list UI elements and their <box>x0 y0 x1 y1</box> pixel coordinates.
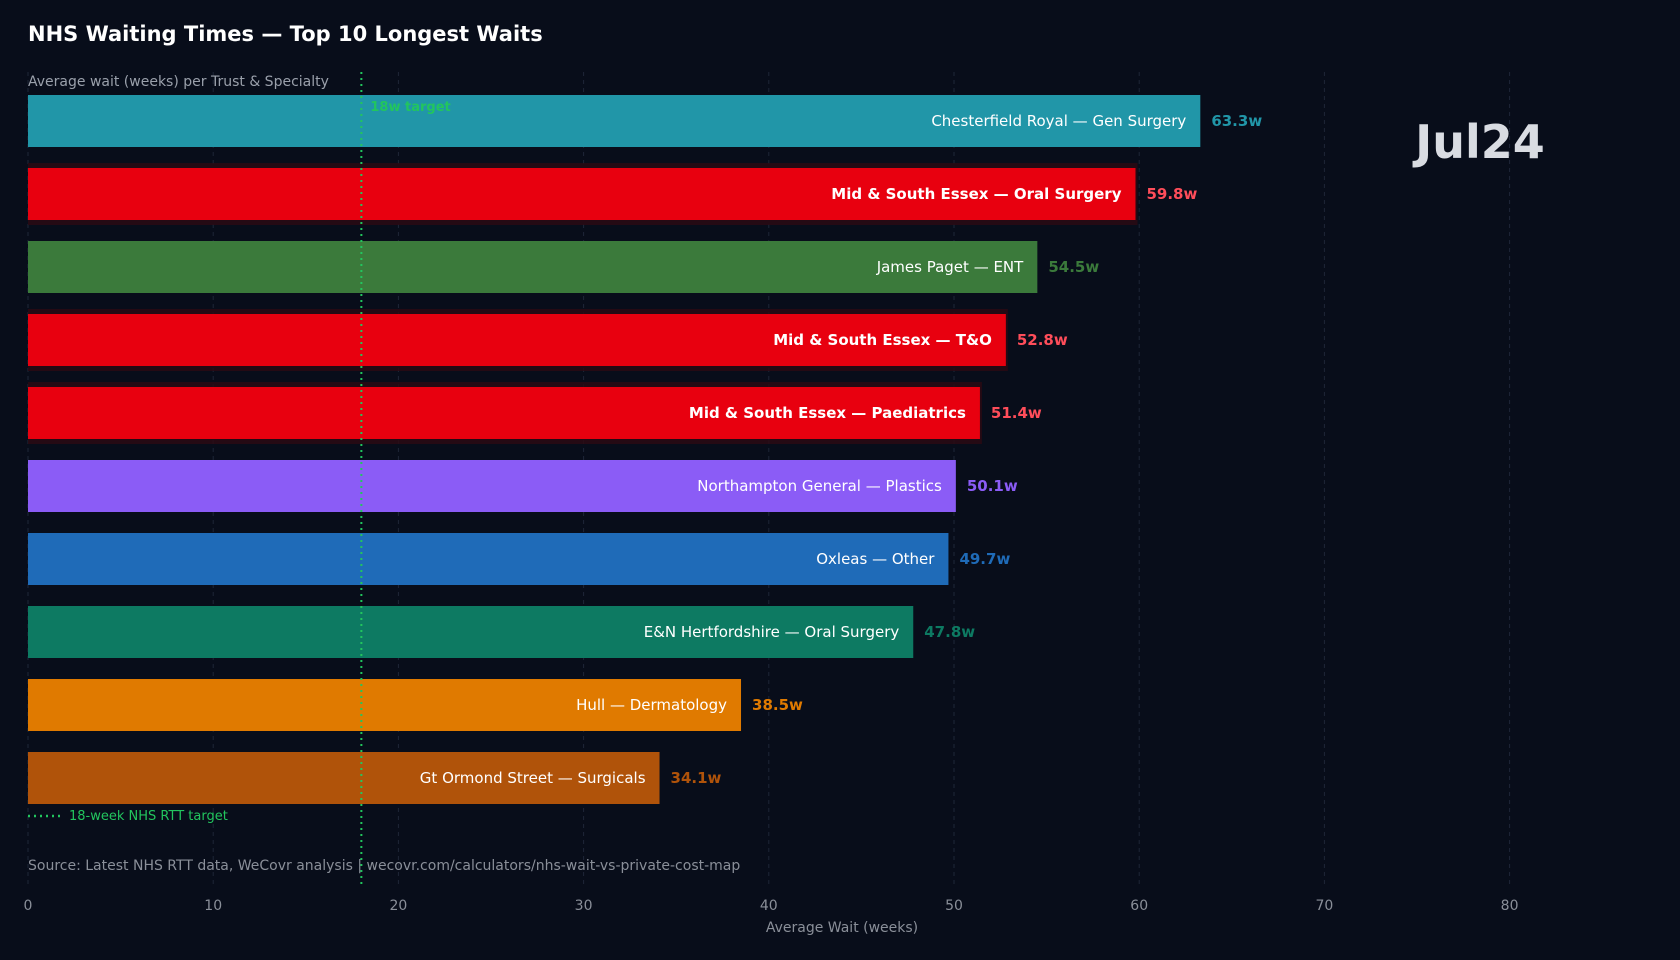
bar-label: E&N Hertfordshire — Oral Surgery <box>644 623 900 641</box>
legend-target-label: 18-week NHS RTT target <box>69 809 228 824</box>
bar-label: Mid & South Essex — Oral Surgery <box>831 185 1121 203</box>
bar-label: Mid & South Essex — T&O <box>773 331 992 349</box>
bar-label: Oxleas — Other <box>816 550 935 568</box>
bar-value-label: 54.5w <box>1048 258 1099 276</box>
bar-value-label: 52.8w <box>1017 331 1068 349</box>
bar-value-label: 63.3w <box>1211 112 1262 130</box>
chart-title: NHS Waiting Times — Top 10 Longest Waits <box>28 22 543 46</box>
bar-value-label: 51.4w <box>991 404 1042 422</box>
x-axis-ticks: 0 10 20 30 40 50 60 70 80 <box>24 898 1519 914</box>
chart-subtitle: Average wait (weeks) per Trust & Special… <box>28 74 329 90</box>
bar-label: James Paget — ENT <box>876 258 1024 276</box>
bar-value-label: 49.7w <box>959 550 1010 568</box>
x-tick-label: 30 <box>575 898 593 914</box>
bar-value-label: 59.8w <box>1146 185 1197 203</box>
bar <box>28 679 742 731</box>
source-note: Source: Latest NHS RTT data, WeCovr anal… <box>28 858 740 874</box>
bar-label: Chesterfield Royal — Gen Surgery <box>931 112 1186 130</box>
x-tick-label: 10 <box>204 898 222 914</box>
bar-label: Mid & South Essex — Paediatrics <box>689 404 966 422</box>
bar <box>28 533 949 585</box>
x-tick-label: 20 <box>389 898 407 914</box>
x-tick-label: 70 <box>1315 898 1333 914</box>
x-tick-label: 40 <box>760 898 778 914</box>
bar-value-label: 34.1w <box>671 769 722 787</box>
bar-value-label: 38.5w <box>752 696 803 714</box>
x-tick-label: 50 <box>945 898 963 914</box>
bar-label: Northampton General — Plastics <box>697 477 942 495</box>
bar <box>28 314 1006 366</box>
bar <box>28 752 660 804</box>
x-tick-label: 0 <box>24 898 33 914</box>
target-label: 18w target <box>370 100 450 115</box>
bar <box>28 168 1136 220</box>
bar-label: Gt Ormond Street — Surgicals <box>420 769 646 787</box>
bar-value-label: 50.1w <box>967 477 1018 495</box>
bar <box>28 241 1038 293</box>
bars: Chesterfield Royal — Gen Surgery 63.3w Mid… <box>28 95 1262 804</box>
bar-label: Hull — Dermatology <box>576 696 727 714</box>
bar <box>28 606 914 658</box>
x-axis-label: Average Wait (weeks) <box>766 920 918 936</box>
bar <box>28 95 1201 147</box>
bar-value-label: 47.8w <box>924 623 975 641</box>
x-tick-label: 80 <box>1501 898 1519 914</box>
bar <box>28 460 956 512</box>
bar <box>28 387 980 439</box>
x-tick-label: 60 <box>1130 898 1148 914</box>
period-label: Jul24 <box>1412 115 1545 169</box>
